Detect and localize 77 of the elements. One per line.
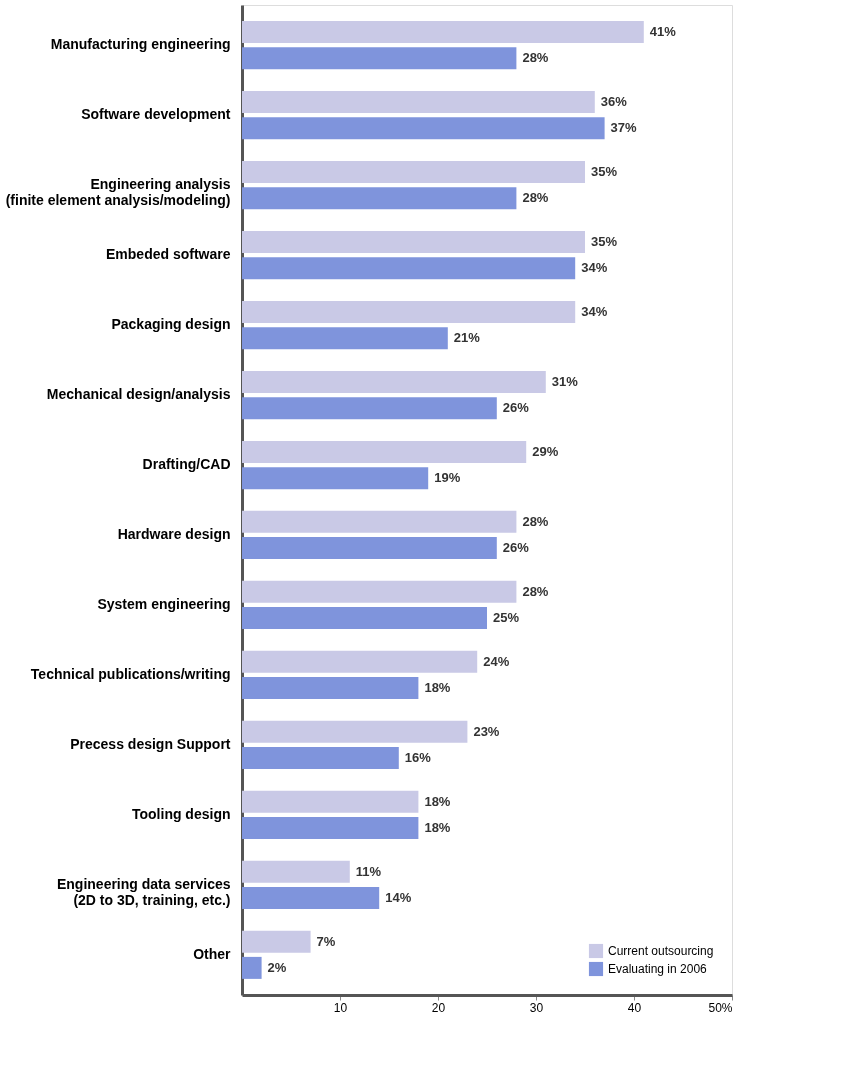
bar (242, 677, 419, 700)
x-tick-label: 20 (431, 1000, 446, 1015)
bar (242, 930, 311, 953)
y-tick-label: System engineering (97, 595, 231, 612)
data-label: 34% (581, 303, 608, 319)
y-tick-label: Software development (81, 106, 231, 123)
legend-label: Current outsourcing (608, 944, 714, 958)
data-label: 26% (502, 400, 530, 416)
data-label: 34% (581, 260, 608, 276)
bar (242, 47, 517, 70)
x-tick-label: 10 (333, 1000, 348, 1015)
bar (242, 327, 448, 350)
bar (242, 161, 585, 184)
x-tick-label: 50% (708, 1000, 733, 1015)
data-label: 35% (591, 234, 618, 250)
y-tick-label: Embeded software (106, 246, 231, 263)
bar (242, 117, 605, 140)
y-tick-label: Manufacturing engineering (50, 36, 231, 53)
bar (242, 537, 497, 560)
bar (242, 860, 350, 883)
data-label: 23% (473, 723, 500, 739)
data-label: 11% (355, 863, 382, 879)
data-label: 2% (267, 959, 287, 975)
y-tick-label: Engineering data services (2D to 3D, training, etc.) (56, 875, 231, 908)
data-label: 24% (483, 653, 510, 669)
data-label: 14% (385, 889, 412, 905)
x-tick-label: 40 (627, 1000, 642, 1015)
bar (242, 91, 595, 114)
data-label: 28% (522, 190, 549, 206)
data-label: 35% (591, 164, 618, 180)
data-label: 18% (424, 680, 451, 696)
data-label: 37% (610, 120, 638, 136)
bar (242, 816, 419, 839)
data-label: 18% (424, 819, 451, 835)
y-tick-label: Other (193, 945, 232, 962)
bar (242, 580, 517, 603)
bar (242, 257, 576, 280)
data-label: 26% (502, 540, 530, 556)
bar (242, 886, 380, 909)
bar (242, 440, 527, 463)
data-label: 19% (434, 470, 461, 486)
y-tick-label: Drafting/CAD (142, 456, 231, 473)
y-tick-label: Engineering analysis (finite element analysis/modeling) (5, 176, 231, 209)
data-label: 29% (532, 443, 559, 459)
bar (242, 720, 468, 743)
bar (242, 397, 497, 420)
bar (242, 746, 399, 769)
bar (242, 607, 487, 630)
bar (242, 370, 546, 393)
x-tick-label: 30 (529, 1000, 544, 1015)
y-tick-label: Technical publications/writing (30, 665, 231, 682)
bar (242, 467, 429, 490)
bar (242, 21, 644, 44)
data-label: 16% (404, 749, 432, 765)
legend-label: Evaluating in 2006 (608, 962, 708, 976)
bar (242, 187, 517, 210)
data-label: 21% (453, 330, 481, 346)
bar (242, 956, 262, 979)
data-label: 28% (522, 513, 549, 529)
y-tick-label: Mechanical design/analysis (46, 386, 231, 403)
data-label: 28% (522, 583, 549, 599)
data-label: 28% (522, 50, 549, 66)
bar (242, 790, 419, 813)
data-label: 31% (551, 373, 579, 389)
y-tick-label: Hardware design (117, 525, 231, 542)
bar (242, 231, 585, 254)
bar (242, 650, 478, 673)
data-label: 41% (649, 24, 677, 40)
bar (242, 300, 576, 323)
y-tick-label: Packaging design (111, 316, 231, 333)
data-label: 36% (600, 94, 628, 110)
y-tick-label: Precess design Support (70, 735, 231, 752)
data-label: 7% (316, 933, 336, 949)
data-label: 25% (493, 610, 520, 626)
data-label: 18% (424, 793, 451, 809)
y-tick-label: Tooling design (131, 805, 231, 822)
bar (242, 510, 517, 533)
